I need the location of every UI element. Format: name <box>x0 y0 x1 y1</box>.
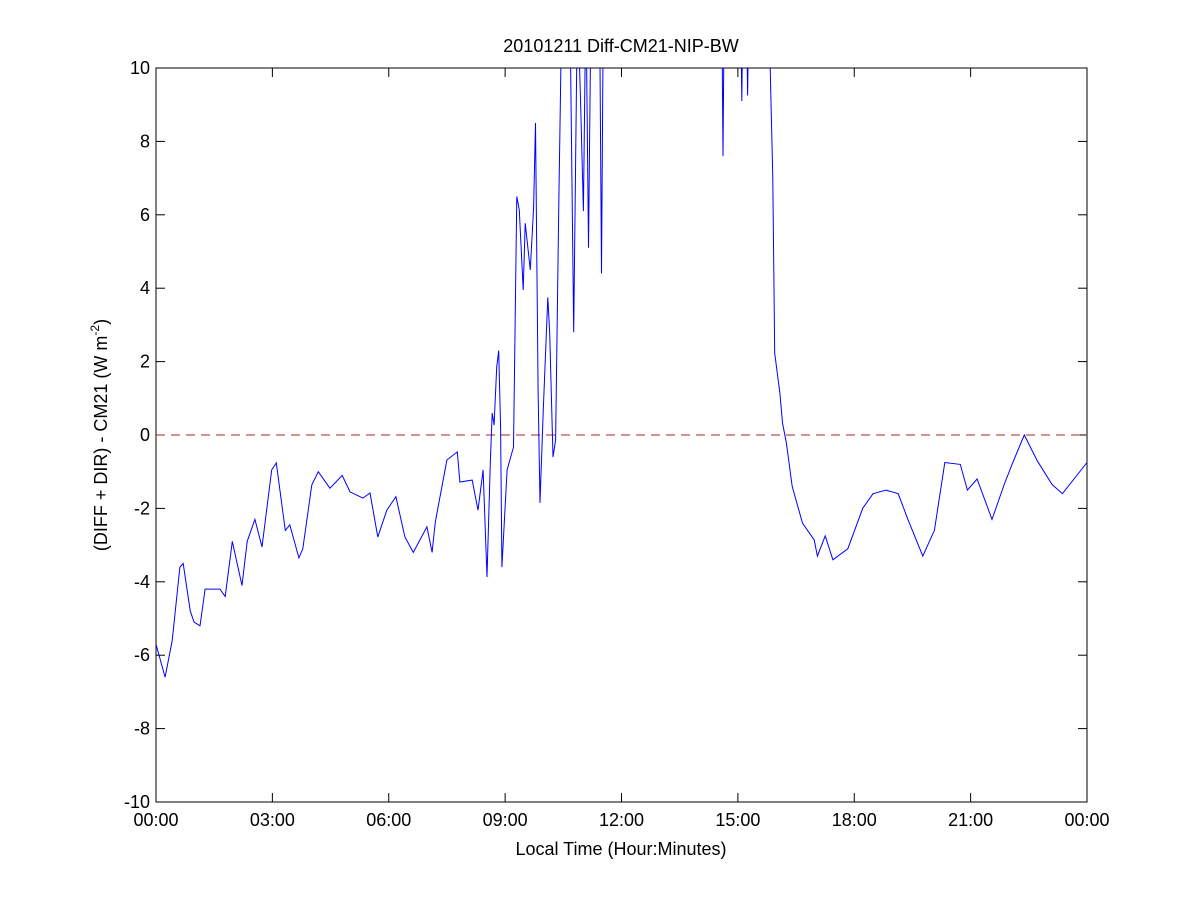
y-tick-label: -10 <box>124 792 150 812</box>
x-tick-label: 03:00 <box>250 810 295 830</box>
x-tick-label: 12:00 <box>599 810 644 830</box>
x-tick-label: 09:00 <box>483 810 528 830</box>
series-line <box>156 68 1087 678</box>
x-axis-label: Local Time (Hour:Minutes) <box>515 839 726 859</box>
y-tick-label: 10 <box>130 58 150 78</box>
y-tick-label: -2 <box>134 498 150 518</box>
y-axis-label: (DIFF + DIR) - CM21 (W m-2) <box>88 319 111 551</box>
x-tick-label: 18:00 <box>832 810 877 830</box>
y-tick-label: 4 <box>140 278 150 298</box>
x-tick-label: 00:00 <box>133 810 178 830</box>
chart-title: 20101211 Diff-CM21-NIP-BW <box>503 36 738 56</box>
y-tick-label: 6 <box>140 205 150 225</box>
y-tick-label: -8 <box>134 719 150 739</box>
x-tick-label: 21:00 <box>948 810 993 830</box>
y-tick-label: -4 <box>134 572 150 592</box>
x-tick-label: 15:00 <box>715 810 760 830</box>
y-tick-label: 0 <box>140 425 150 445</box>
x-tick-label: 06:00 <box>366 810 411 830</box>
y-tick-label: 8 <box>140 131 150 151</box>
y-tick-label: 2 <box>140 352 150 372</box>
x-tick-label: 00:00 <box>1064 810 1109 830</box>
axis-ticks: 00:00 03:00 06:00 09:00 12:00 15:00 18:00 21:00… <box>124 58 1110 830</box>
y-tick-label: -6 <box>134 645 150 665</box>
